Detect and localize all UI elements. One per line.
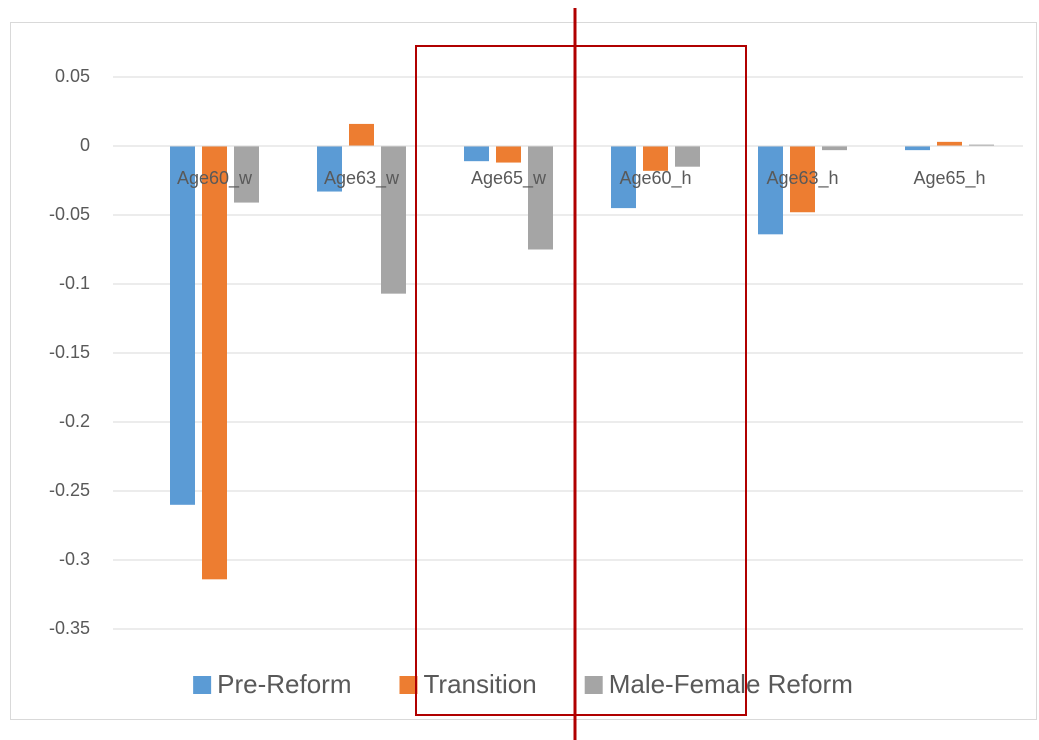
x-tick-label: Age63_h: [766, 168, 838, 189]
bar: [643, 146, 668, 171]
legend-swatch: [193, 676, 212, 694]
legend-swatch: [584, 676, 603, 694]
y-tick-label: -0.05: [49, 204, 90, 224]
bar: [905, 146, 930, 151]
chart-border: [10, 22, 1037, 720]
legend-item: Male-Female Reform: [584, 669, 853, 699]
x-tick-label: Age60_w: [177, 168, 253, 189]
y-tick-label: -0.25: [49, 480, 90, 500]
x-tick-label: Age63_w: [324, 168, 400, 189]
bar: [758, 146, 783, 235]
bar: [496, 146, 521, 163]
legend-item: Pre-Reform: [193, 669, 351, 699]
y-tick-label: -0.3: [59, 549, 90, 569]
legend-label: Pre-Reform: [217, 669, 351, 699]
bar: [170, 146, 195, 505]
bar: [317, 146, 342, 192]
y-tick-label: -0.2: [59, 411, 90, 431]
y-tick-label: -0.1: [59, 273, 90, 293]
bar: [611, 146, 636, 209]
y-tick-label: -0.15: [49, 342, 90, 362]
bar: [202, 146, 227, 580]
bar: [937, 141, 962, 146]
bar: [969, 144, 994, 146]
x-tick-label: Age65_w: [471, 168, 547, 189]
bar: [234, 146, 259, 203]
y-tick-label: -0.35: [49, 618, 90, 638]
bar: [464, 146, 489, 162]
legend-label: Transition: [423, 669, 536, 699]
bar: [790, 146, 815, 213]
bar: [381, 146, 406, 294]
bar: [822, 146, 847, 151]
y-tick-label: 0.05: [55, 66, 90, 86]
y-tick-label: 0: [80, 135, 90, 155]
bar: [675, 146, 700, 167]
x-tick-label: Age65_h: [913, 168, 985, 189]
legend-item: Transition: [399, 669, 537, 699]
bar: [528, 146, 553, 250]
x-tick-label: Age60_h: [619, 168, 691, 189]
highlight-box: [415, 45, 747, 716]
legend-label: Male-Female Reform: [609, 669, 853, 699]
plot-area: 0.05 0 -0.05 -0.1 -0.15 -0.2 -0.25 -0.3 -0.35 Age…: [49, 66, 1023, 699]
legend-swatch: [399, 676, 418, 694]
bar: [349, 123, 374, 146]
